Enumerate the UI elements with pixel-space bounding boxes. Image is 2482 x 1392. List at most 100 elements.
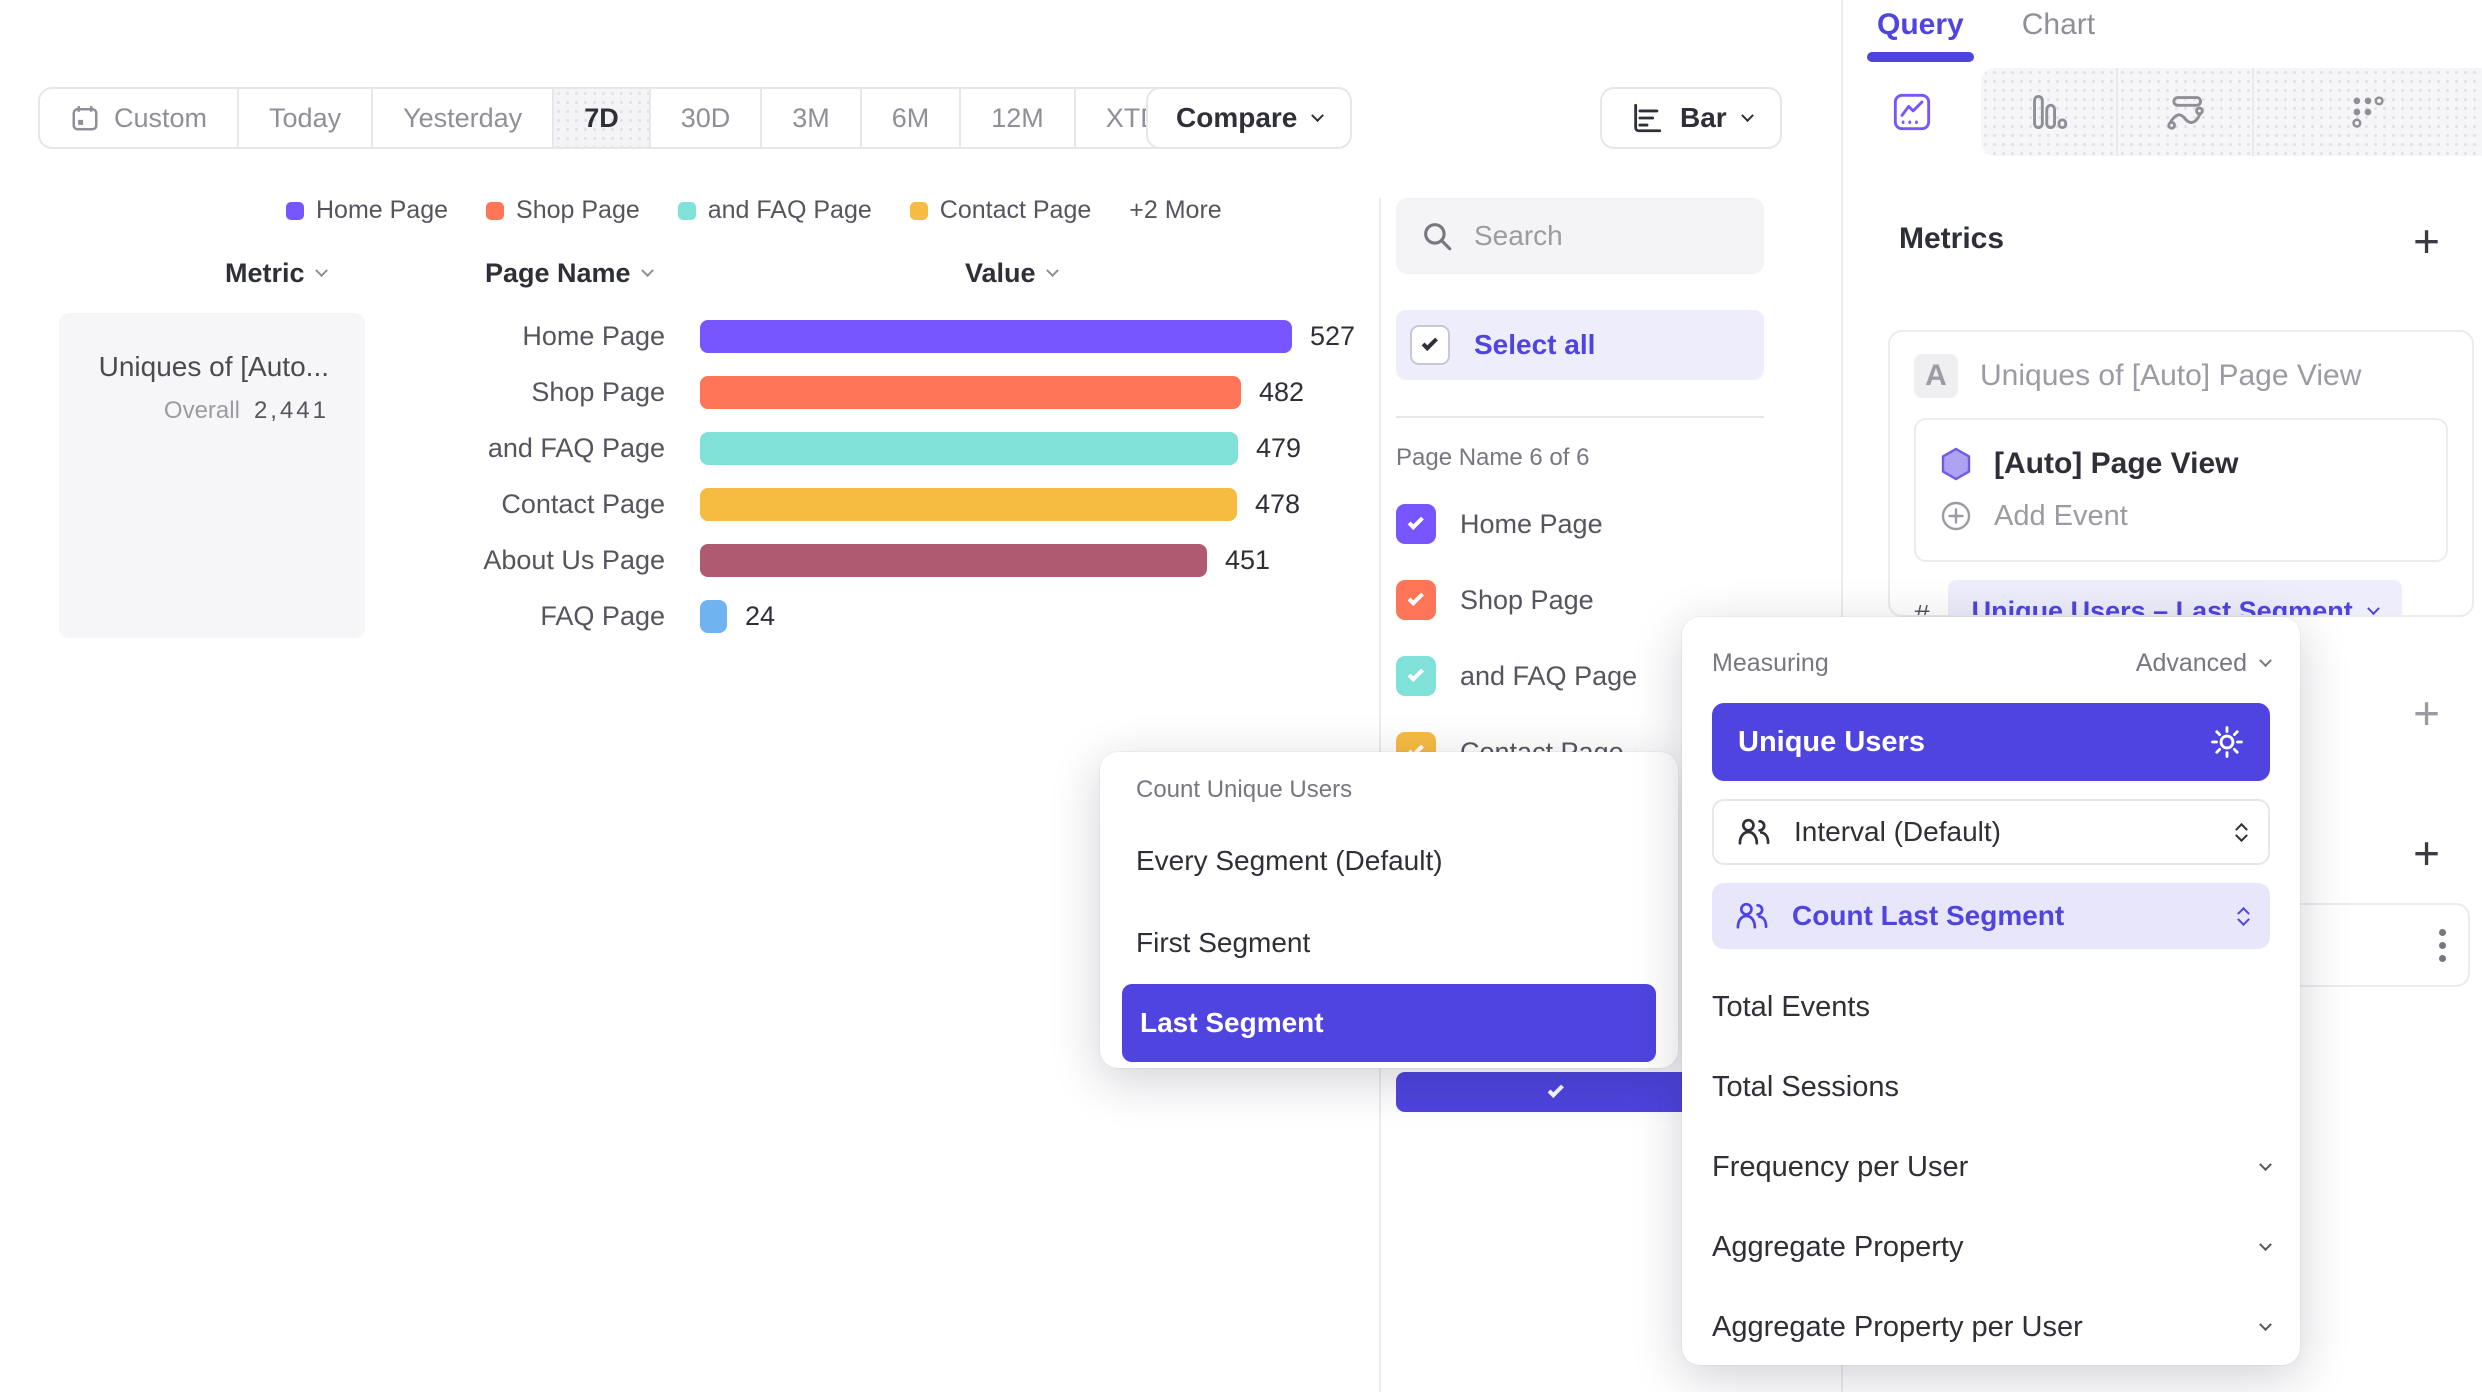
measuring-header: Measuring Advanced	[1712, 643, 2272, 683]
tab-funnels-report[interactable]	[1981, 68, 2116, 156]
date-range-custom[interactable]: Custom	[40, 89, 237, 147]
checkbox[interactable]	[1396, 580, 1436, 620]
chart-type-button[interactable]: Bar	[1600, 87, 1782, 149]
bar-row-label: Shop Page	[531, 376, 665, 407]
measure-option-frequency-per-user[interactable]: Frequency per User	[1712, 1127, 2272, 1207]
option-every-segment[interactable]: Every Segment (Default)	[1136, 845, 1443, 876]
measure-option-total-events[interactable]: Total Events	[1712, 990, 1870, 1023]
date-range-today[interactable]: Today	[237, 89, 371, 147]
bar-row-label: About Us Page	[483, 544, 665, 575]
chart-legend: Home Page Shop Page and FAQ Page Contact…	[286, 196, 1222, 225]
legend-more[interactable]: +2 More	[1129, 196, 1222, 224]
segment-filter-panel: Search Select all Page Name 6 of 6 Home …	[1396, 198, 2018, 1141]
divider	[1396, 416, 1764, 418]
kebab-menu-icon[interactable]	[2439, 928, 2446, 962]
filter-item-home-page[interactable]: Home Page	[1396, 494, 1764, 554]
select-all-checkbox[interactable]	[1410, 325, 1450, 365]
advanced-toggle[interactable]: Advanced	[2136, 649, 2272, 678]
count-last-segment-select[interactable]: Count Last Segment	[1712, 883, 2270, 949]
bar-row: Home Page 527	[380, 308, 1355, 364]
hash-icon: #	[1914, 598, 1930, 617]
option-first-segment[interactable]: First Segment	[1136, 927, 1311, 958]
funnel-bars-icon	[2032, 95, 2067, 129]
horizontal-bar-chart-icon	[1634, 103, 1662, 133]
date-range-7d[interactable]: 7D	[552, 89, 649, 147]
tab-chart[interactable]: Chart	[2021, 8, 2096, 41]
measurement-pill-button[interactable]: Unique Users – Last Segment	[1947, 580, 2402, 615]
column-header-page-name[interactable]: Page Name	[485, 258, 654, 289]
circle-plus-icon	[1941, 501, 1971, 531]
panel-tabs: Query Chart	[1867, 8, 2096, 62]
filter-item-shop-page[interactable]: Shop Page	[1396, 570, 1764, 630]
bar-value: 482	[1259, 376, 1305, 407]
tab-query[interactable]: Query	[1867, 8, 1974, 62]
measuring-label: Measuring	[1712, 648, 1829, 677]
chevron-down-icon	[314, 264, 328, 278]
tab-insights-report[interactable]	[1843, 68, 1981, 156]
metric-row-header[interactable]: A Uniques of [Auto] Page View	[1914, 354, 2448, 398]
metric-title: Uniques of [Auto...	[98, 351, 329, 382]
tab-flows-report[interactable]	[2116, 68, 2252, 156]
chevron-down-icon	[1045, 264, 1059, 278]
bar-and-faq-page[interactable]	[700, 431, 1238, 465]
legend-swatch	[486, 201, 505, 220]
chevron-down-icon	[1740, 108, 1754, 122]
interval-select[interactable]: Interval (Default)	[1712, 799, 2270, 865]
metric-summary-card[interactable]: Uniques of [Auto... Overall 2,441	[59, 313, 365, 638]
option-last-segment[interactable]: Last Segment	[1122, 984, 1656, 1062]
bar-shop-page[interactable]	[700, 375, 1241, 409]
legend-item[interactable]: Home Page	[286, 196, 448, 225]
flows-icon	[2167, 96, 2204, 130]
tab-retention-report[interactable]	[2252, 68, 2482, 156]
add-event-row[interactable]: Add Event	[1938, 490, 2424, 542]
bar-row: and FAQ Page 479	[380, 420, 1355, 476]
add-metric-button[interactable]: +	[2413, 215, 2440, 267]
legend-swatch	[286, 201, 304, 220]
checkbox[interactable]	[1396, 1072, 1716, 1112]
filter-list: Home Page Shop Page and FAQ Page Contact…	[1396, 494, 1764, 798]
bar-value: 24	[745, 600, 776, 631]
column-header-value[interactable]: Value	[965, 258, 1059, 289]
date-range-12m[interactable]: 12M	[959, 89, 1074, 147]
bar-about-us-page[interactable]	[700, 543, 1207, 577]
chevron-down-icon	[640, 264, 654, 278]
date-range-6m[interactable]: 6M	[859, 89, 960, 147]
bar-home-page[interactable]	[700, 319, 1292, 353]
date-range-30d[interactable]: 30D	[648, 89, 761, 147]
metric-query-card: A Uniques of [Auto] Page View [Auto] Pag…	[1888, 330, 2474, 617]
measure-option-aggregate-property[interactable]: Aggregate Property	[1712, 1207, 2272, 1287]
add-filter-button[interactable]: +	[2413, 687, 2440, 739]
bar-row: FAQ Page 24	[380, 588, 1355, 644]
column-header-metric[interactable]: Metric	[225, 258, 328, 289]
insights-chart-icon	[1893, 93, 1931, 131]
legend-item[interactable]: Shop Page	[486, 196, 640, 225]
users-icon	[1736, 902, 1768, 929]
filter-item-and-faq-page[interactable]: and FAQ Page	[1396, 646, 1764, 706]
measure-unique-users-selected[interactable]: Unique Users	[1712, 703, 2270, 781]
legend-item[interactable]: Contact Page	[909, 196, 1091, 225]
compare-button[interactable]: Compare	[1146, 87, 1353, 149]
calendar-icon	[72, 106, 98, 131]
checkbox[interactable]	[1396, 504, 1436, 544]
checkbox[interactable]	[1396, 656, 1436, 696]
bar-contact-page[interactable]	[700, 487, 1237, 521]
metric-letter-badge: A	[1914, 354, 1958, 398]
date-range-3m[interactable]: 3M	[760, 89, 860, 147]
bar-faq-page[interactable]	[700, 599, 727, 633]
measure-option-aggregate-property-per-user[interactable]: Aggregate Property per User	[1712, 1287, 2272, 1367]
chevron-down-icon	[2259, 1317, 2272, 1331]
measure-option-total-sessions[interactable]: Total Sessions	[1712, 1070, 1899, 1103]
popup-title: Count Unique Users	[1136, 776, 1353, 803]
event-row[interactable]: [Auto] Page View	[1938, 438, 2424, 490]
retention-dots-icon	[2352, 96, 2384, 128]
bar-row-label: Contact Page	[501, 488, 665, 519]
date-range-yesterday[interactable]: Yesterday	[371, 89, 552, 147]
search-input[interactable]: Search	[1396, 198, 1764, 274]
select-all-row[interactable]: Select all	[1396, 310, 1764, 380]
chevron-down-icon	[2366, 602, 2380, 615]
metric-row-title: Uniques of [Auto] Page View	[1980, 359, 2362, 392]
add-breakdown-button[interactable]: +	[2413, 827, 2440, 879]
legend-item[interactable]: and FAQ Page	[677, 196, 872, 225]
report-type-tabs	[1843, 68, 2482, 156]
